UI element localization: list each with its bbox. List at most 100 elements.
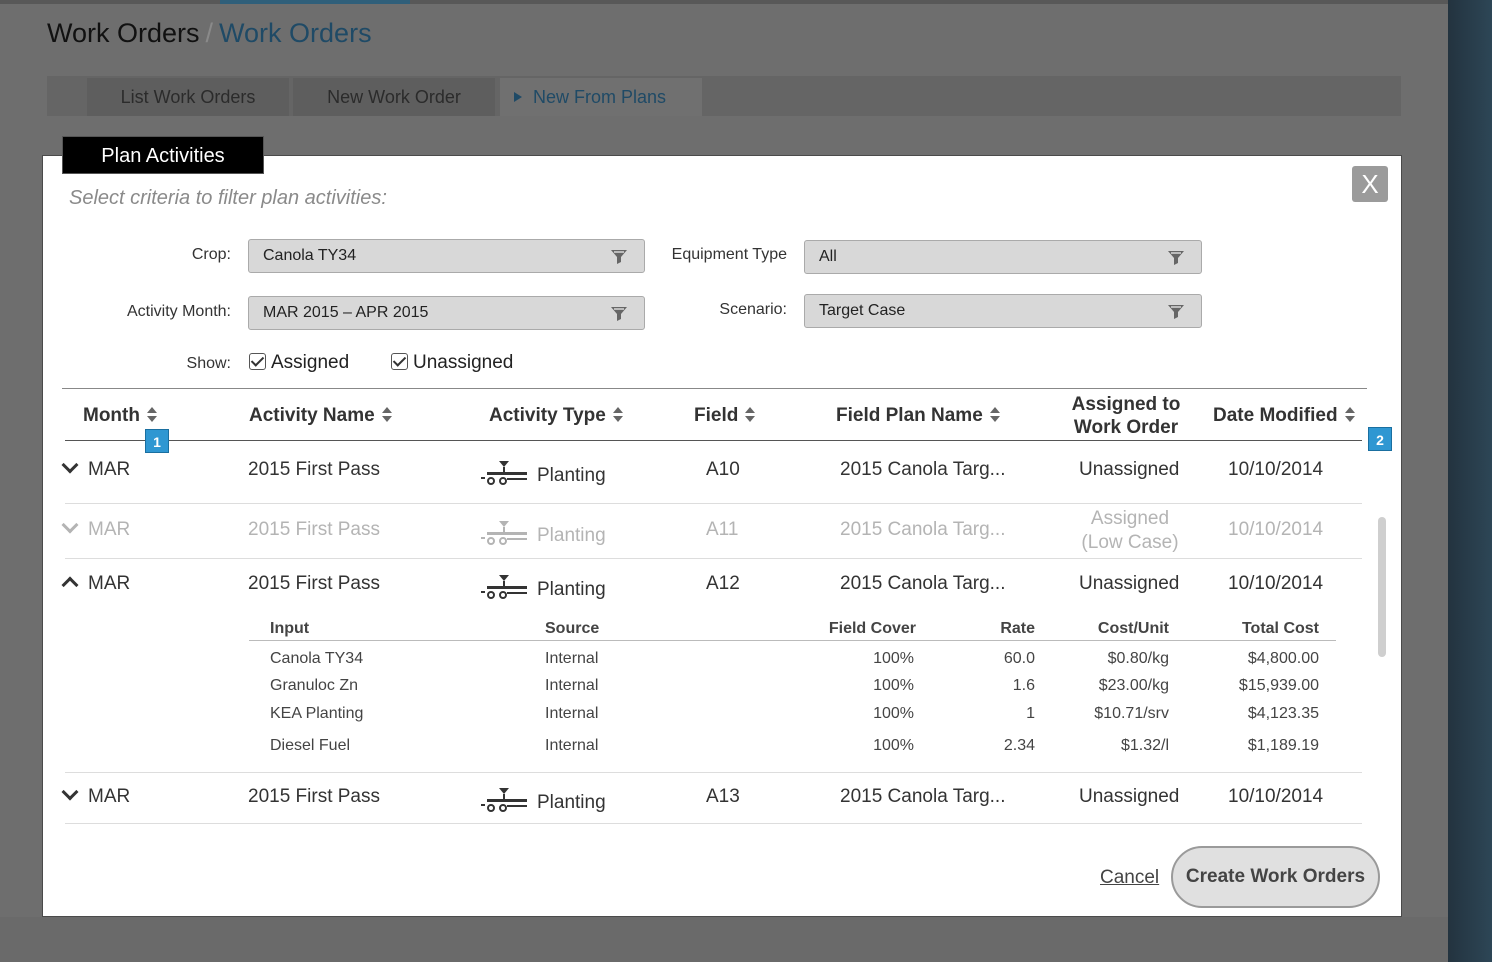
row-divider [65,772,1362,773]
activity-month-value: MAR 2015 – APR 2015 [263,304,429,321]
breadcrumb-root[interactable]: Work Orders [47,18,200,48]
show-label: Show: [186,355,231,372]
header-activity-type-label: Activity Type [489,405,606,426]
month-value: MAR [88,573,131,594]
funnel-icon [611,307,627,321]
field-plan-name-cell: 2015 Canola Targ... [840,573,1006,594]
sort-icon [1344,407,1355,423]
activity-type-cell: Planting [481,519,606,547]
detail-source: Internal [545,677,599,694]
header-assigned-line2: Work Order [1073,417,1179,438]
activity-month-select[interactable]: MAR 2015 – APR 2015 [248,296,645,330]
checkbox-checked-icon [391,353,408,370]
activity-type-cell: Planting [481,459,606,487]
field-cell: A13 [706,786,740,807]
detail-header-rule [249,640,1336,641]
detail-rate: 60.0 [1003,650,1035,667]
detail-total-cost: $15,939.00 [1238,677,1319,694]
field-plan-name-cell: 2015 Canola Targ... [840,459,1006,480]
header-field-plan-name[interactable]: Field Plan Name [836,405,1000,427]
header-date-modified[interactable]: Date Modified [1213,405,1355,427]
crop-select[interactable]: Canola TY34 [248,239,645,273]
date-modified-cell: 10/10/2014 [1228,786,1324,807]
table-top-rule [62,388,1367,389]
crop-label: Crop: [191,246,231,263]
assigned-cell: Assigned (Low Case) [1070,507,1190,555]
header-field-plan-name-label: Field Plan Name [836,405,983,426]
detail-input: Canola TY34 [270,650,364,667]
chevron-down-icon[interactable] [61,516,79,534]
side-panel-strip [1448,0,1492,962]
detail-header-input: Input [270,620,310,637]
scenario-select[interactable]: Target Case [804,294,1202,328]
chevron-up-icon[interactable] [61,576,79,594]
date-modified-cell: 10/10/2014 [1228,573,1324,594]
activity-type-cell: Planting [481,786,606,814]
activity-type-cell: Planting [481,573,606,601]
create-work-orders-button[interactable]: Create Work Orders [1171,846,1380,908]
month-value: MAR [88,786,131,807]
header-month-label: Month [83,405,140,426]
tab-new-from-plans-label: New From Plans [533,87,667,107]
filter-hint: Select criteria to filter plan activitie… [69,187,387,209]
page-footer-shade [0,917,1448,962]
sort-icon [745,407,756,423]
crop-value: Canola TY34 [263,247,357,264]
month-value: MAR [88,459,131,480]
header-assigned-to-work-order[interactable]: Assigned to Work Order [1060,393,1192,439]
table-header-rule [65,440,1362,441]
row-divider [65,503,1362,504]
assigned-cell: Unassigned [1079,573,1180,594]
row-divider [65,558,1362,559]
detail-total-cost: $1,189.19 [1247,737,1319,754]
detail-cost-unit: $0.80/kg [1107,650,1169,667]
chevron-down-icon[interactable] [61,456,79,474]
funnel-icon [1168,305,1184,319]
activity-name-cell: 2015 First Pass [248,573,380,594]
header-month[interactable]: Month [83,405,157,427]
detail-total-cost: $4,800.00 [1247,650,1319,667]
assigned-line1: Assigned [1090,508,1170,529]
breadcrumb: Work Orders / Work Orders [47,18,372,49]
planter-icon [481,461,527,485]
date-modified-cell: 10/10/2014 [1228,519,1324,540]
detail-cost-unit: $10.71/srv [1094,705,1169,722]
field-cell: A11 [706,519,739,540]
show-unassigned-checkbox[interactable]: Unassigned [391,352,513,374]
chevron-down-icon[interactable] [61,783,79,801]
show-assigned-checkbox[interactable]: Assigned [249,352,349,374]
detail-input: Granuloc Zn [270,677,359,694]
detail-rate: 1 [1026,705,1035,722]
tab-list-work-orders[interactable]: List Work Orders [87,78,289,116]
sort-icon [381,407,392,423]
sort-icon [989,407,1000,423]
row-month[interactable]: MAR [61,783,131,808]
header-field[interactable]: Field [694,405,756,427]
activity-type-value: Planting [537,525,606,546]
detail-input: Diesel Fuel [270,737,351,754]
equipment-type-select[interactable]: All [804,240,1202,274]
close-button[interactable]: X [1352,166,1388,202]
tab-new-work-order[interactable]: New Work Order [293,78,495,116]
scenario-label: Scenario: [719,301,787,318]
field-cell: A12 [706,573,740,594]
cancel-link[interactable]: Cancel [1100,867,1160,888]
modal-title-tab: Plan Activities [62,136,264,174]
detail-header-cost-unit: Cost/Unit [1097,620,1169,637]
detail-cost-unit: $23.00/kg [1098,677,1169,694]
tab-new-from-plans[interactable]: New From Plans [500,78,702,116]
header-field-label: Field [694,405,739,426]
detail-header-total-cost: Total Cost [1241,620,1319,637]
header-activity-name-label: Activity Name [249,405,375,426]
table-scrollbar[interactable] [1378,517,1386,657]
detail-field-cover: 100% [873,737,914,754]
date-modified-cell: 10/10/2014 [1228,459,1324,480]
row-month[interactable]: MAR [61,573,131,595]
row-month[interactable]: MAR [61,456,131,481]
header-activity-name[interactable]: Activity Name [249,405,392,427]
detail-cost-unit: $1.32/l [1120,737,1169,754]
header-activity-type[interactable]: Activity Type [489,405,623,427]
assigned-cell: Unassigned [1079,459,1180,480]
row-month[interactable]: MAR [61,516,130,541]
checkbox-checked-icon [249,353,266,370]
